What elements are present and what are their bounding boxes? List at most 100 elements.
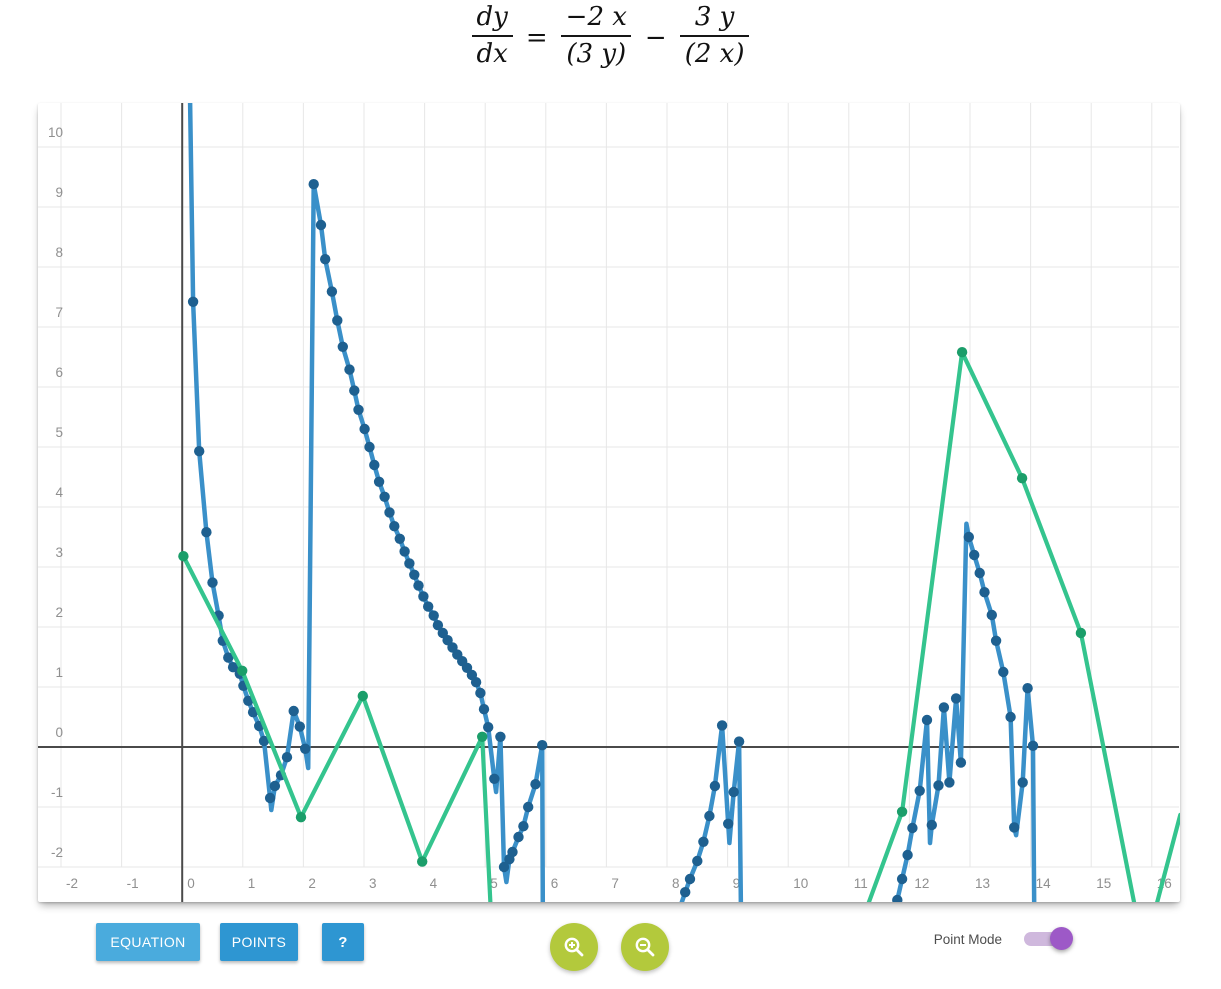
data-point-dot[interactable]: [389, 521, 400, 532]
data-point-dot[interactable]: [518, 821, 529, 832]
data-point-dot[interactable]: [1027, 740, 1039, 751]
data-point-dot[interactable]: [483, 722, 494, 733]
data-point-dot[interactable]: [359, 423, 370, 435]
data-point-dot[interactable]: [990, 635, 1002, 646]
data-point-dot[interactable]: [498, 861, 510, 873]
data-point-dot[interactable]: [201, 527, 212, 538]
data-point-dot[interactable]: [974, 567, 985, 579]
data-point-dot[interactable]: [413, 580, 424, 591]
data-point-dot[interactable]: [326, 286, 338, 297]
zoom-in-button[interactable]: [550, 923, 598, 971]
data-point-dot[interactable]: [1009, 822, 1020, 833]
data-point-dot[interactable]: [394, 533, 405, 544]
data-point-dot[interactable]: [523, 801, 534, 813]
data-point-dot[interactable]: [716, 720, 728, 731]
data-point-dot[interactable]: [1075, 627, 1087, 639]
data-point-dot[interactable]: [194, 446, 205, 457]
data-point-dot[interactable]: [187, 296, 199, 307]
data-point-dot[interactable]: [294, 721, 305, 732]
data-point-dot[interactable]: [938, 702, 950, 713]
data-point-dot[interactable]: [404, 558, 415, 569]
chart-canvas[interactable]: -2 -1 0 1 2 3 4 5 6 7 8 9 10 11 12 13 14 15 16-2-101234567…: [38, 103, 1180, 902]
data-point-dot[interactable]: [933, 780, 944, 791]
data-point-dot[interactable]: [344, 364, 355, 375]
data-point-dot[interactable]: [950, 693, 962, 704]
data-point-dot[interactable]: [475, 687, 486, 699]
data-point-dot[interactable]: [1017, 777, 1028, 788]
data-point-dot[interactable]: [902, 849, 913, 861]
point-mode-toggle[interactable]: [1024, 927, 1073, 950]
data-point-dot[interactable]: [295, 812, 307, 823]
data-point-dot[interactable]: [680, 887, 691, 898]
data-point-dot[interactable]: [998, 666, 1009, 678]
data-point-dot[interactable]: [914, 785, 925, 796]
data-point-dot[interactable]: [399, 546, 410, 557]
data-point-dot[interactable]: [495, 731, 506, 742]
data-point-dot[interactable]: [300, 743, 311, 754]
data-point-dot[interactable]: [926, 819, 937, 831]
data-point-dot[interactable]: [979, 587, 990, 598]
data-point-dot[interactable]: [264, 792, 276, 804]
toggle-knob[interactable]: [1050, 927, 1073, 950]
data-point-dot[interactable]: [723, 818, 734, 829]
data-point-dot[interactable]: [379, 491, 390, 502]
data-point-dot[interactable]: [478, 704, 490, 715]
data-point-dot[interactable]: [237, 665, 248, 676]
data-point-dot[interactable]: [709, 780, 721, 792]
data-point-dot[interactable]: [986, 609, 997, 621]
data-point-dot[interactable]: [417, 856, 428, 867]
data-point-dot[interactable]: [956, 347, 968, 358]
data-point-dot[interactable]: [692, 855, 703, 867]
data-point-dot[interactable]: [353, 404, 364, 415]
data-point-dot[interactable]: [470, 677, 482, 688]
data-point-dot[interactable]: [369, 459, 380, 471]
data-point-dot[interactable]: [530, 779, 541, 790]
data-point-dot[interactable]: [281, 752, 293, 763]
data-point-dot[interactable]: [728, 786, 739, 798]
data-point-dot[interactable]: [349, 385, 360, 396]
data-point-dot[interactable]: [258, 735, 270, 747]
data-point-dot[interactable]: [357, 690, 368, 702]
data-point-dot[interactable]: [733, 736, 745, 747]
data-point-dot[interactable]: [384, 507, 395, 518]
data-point-dot[interactable]: [337, 341, 348, 352]
data-point-dot[interactable]: [969, 549, 980, 561]
data-point-dot[interactable]: [373, 476, 385, 487]
data-point-dot[interactable]: [944, 777, 955, 788]
data-point-dot[interactable]: [513, 831, 524, 843]
data-point-dot[interactable]: [507, 846, 518, 858]
points-button[interactable]: POINTS: [220, 923, 298, 961]
data-point-dot[interactable]: [315, 219, 327, 231]
data-point-dot[interactable]: [428, 610, 439, 621]
data-point-dot[interactable]: [269, 780, 281, 792]
zoom-out-button[interactable]: [621, 923, 669, 971]
data-point-dot[interactable]: [364, 441, 375, 453]
data-point-dot[interactable]: [896, 873, 908, 885]
data-point-dot[interactable]: [955, 757, 967, 768]
data-point-dot[interactable]: [896, 806, 908, 817]
help-button[interactable]: ?: [322, 923, 364, 961]
data-point-dot[interactable]: [921, 714, 933, 726]
data-point-dot[interactable]: [243, 695, 254, 706]
data-point-dot[interactable]: [1022, 683, 1033, 694]
data-point-dot[interactable]: [1016, 473, 1028, 484]
data-point-dot[interactable]: [423, 601, 434, 612]
data-point-dot[interactable]: [489, 773, 500, 784]
data-point-dot[interactable]: [320, 254, 331, 265]
data-point-dot[interactable]: [207, 577, 218, 588]
data-point-dot[interactable]: [409, 569, 420, 580]
data-point-dot[interactable]: [227, 662, 239, 673]
data-point-dot[interactable]: [418, 591, 429, 602]
data-point-dot[interactable]: [308, 179, 319, 190]
data-point-dot[interactable]: [698, 836, 709, 847]
data-point-dot[interactable]: [477, 731, 488, 742]
data-point-dot[interactable]: [963, 531, 974, 543]
data-point-dot[interactable]: [537, 740, 548, 751]
data-point-dot[interactable]: [684, 873, 696, 885]
data-point-dot[interactable]: [892, 894, 903, 902]
data-point-dot[interactable]: [432, 620, 444, 631]
data-point-dot[interactable]: [288, 705, 299, 717]
equation-button[interactable]: EQUATION: [96, 923, 200, 961]
data-point-dot[interactable]: [704, 810, 715, 822]
data-point-dot[interactable]: [223, 652, 234, 663]
